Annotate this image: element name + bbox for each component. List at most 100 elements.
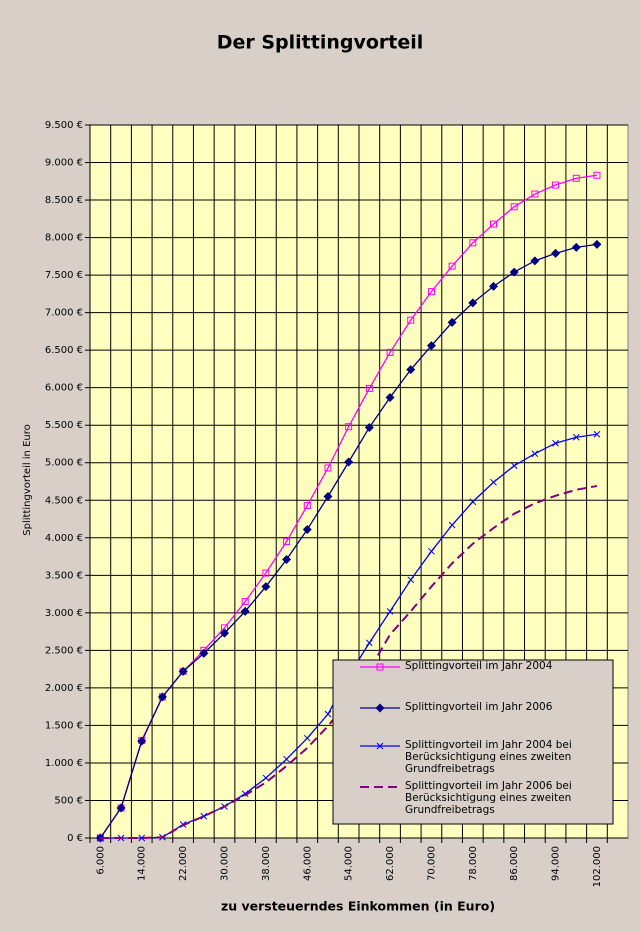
marker [448,262,456,270]
marker [386,607,394,615]
y-tick-label: 1.000 € [45,758,83,769]
y-tick-label: 2.000 € [45,683,83,694]
marker [116,803,126,813]
marker [241,598,249,606]
x-tick-label: 86.000 [509,846,520,881]
marker [262,569,270,577]
marker [490,220,497,228]
marker [426,341,436,351]
legend-label: Splittingvorteil im Jahr 2006 bei Berück… [405,780,572,816]
x-tick-label: 22.000 [178,846,189,881]
legend-label: Splittingvorteil im Jahr 2006 [405,701,553,713]
x-tick-label: 102.000 [592,846,603,887]
y-tick-label: 7.000 € [45,308,83,319]
marker [199,648,209,658]
marker [241,790,249,798]
x-tick-label: 14.000 [137,846,148,881]
y-tick-label: 9.000 € [45,158,83,169]
y-tick-label: 5.500 € [45,420,83,431]
marker [365,384,373,392]
marker [344,457,354,467]
y-tick-label: 0 € [67,833,83,844]
y-tick-label: 5.000 € [45,458,83,469]
chart-title: Der Splittingvorteil [217,32,424,54]
y-tick-label: 2.500 € [45,645,83,656]
y-axis-label: Splittingvorteil in Euro [22,424,33,535]
marker [283,755,290,763]
x-tick-label: 94.000 [551,846,562,881]
marker [531,190,539,198]
y-tick-label: 500 € [54,795,83,806]
x-tick-label: 62.000 [385,846,396,881]
marker [138,834,146,842]
x-tick-label: 38.000 [261,846,272,881]
marker [572,433,580,441]
marker [593,430,601,438]
marker [240,606,250,616]
legend-label: Splittingvorteil im Jahr 2004 [405,660,553,672]
marker [376,742,384,750]
marker [200,812,208,820]
marker [365,639,373,647]
marker [552,181,560,189]
marker [407,316,415,324]
marker [572,174,580,182]
marker [510,203,518,211]
x-tick-label: 30.000 [220,846,231,881]
legend-label: Splittingvorteil im Jahr 2004 bei Berück… [405,739,572,775]
marker [376,663,384,671]
marker [406,365,416,375]
legend-box [332,659,614,825]
marker [324,464,332,472]
x-axis-label: zu versteuerndes Einkommen (in Euro) [221,899,495,914]
marker [282,555,292,565]
marker [375,703,385,713]
marker [302,525,312,535]
x-tick-label: 46.000 [302,846,313,881]
y-tick-label: 8.000 € [45,233,83,244]
y-tick-label: 6.000 € [45,383,83,394]
y-tick-label: 4.000 € [45,533,83,544]
marker [468,298,478,308]
marker [324,710,332,718]
marker [469,239,477,247]
marker [345,423,353,431]
marker [137,736,147,746]
marker [531,450,539,458]
x-tick-label: 70.000 [426,846,437,881]
x-tick-label: 78.000 [468,846,479,881]
marker [489,281,498,291]
marker [592,239,602,249]
marker [220,628,229,638]
marker [303,734,311,742]
marker [303,502,311,510]
y-tick-label: 3.000 € [45,608,83,619]
marker [428,547,435,555]
marker [157,692,167,702]
x-tick-label: 6.000 [95,846,106,875]
x-tick-label: 54.000 [344,846,355,881]
marker [509,267,519,277]
y-tick-label: 9.500 € [45,120,83,131]
y-tick-label: 4.500 € [45,495,83,506]
marker [530,256,540,266]
marker [593,171,601,179]
y-tick-label: 7.500 € [45,270,83,281]
marker [448,521,456,529]
marker [427,288,435,296]
marker [96,834,104,842]
y-tick-label: 6.500 € [45,345,83,356]
marker [364,422,374,432]
marker [551,248,561,258]
marker [283,538,291,546]
marker [178,666,188,676]
marker [490,478,497,486]
marker [469,498,477,506]
y-tick-label: 8.500 € [45,195,83,206]
y-tick-label: 1.500 € [45,720,83,731]
marker [407,576,415,584]
marker [552,439,559,447]
marker [447,317,457,327]
marker [386,348,394,356]
